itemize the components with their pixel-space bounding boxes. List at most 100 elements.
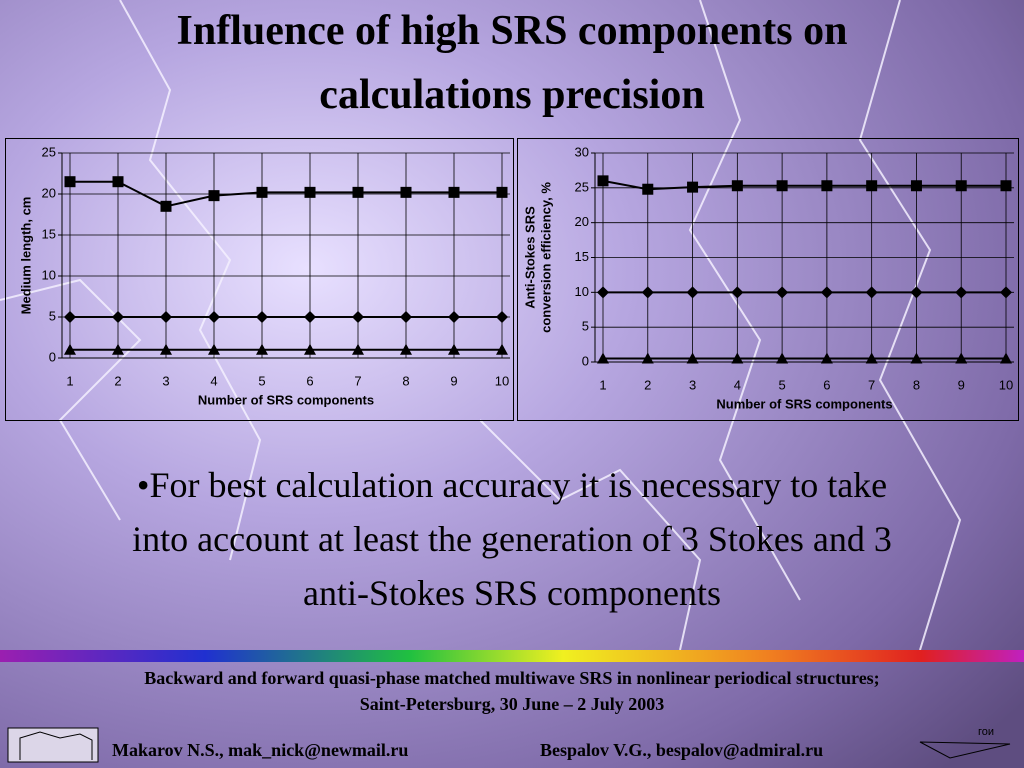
y-tick-label: 10 <box>575 284 589 299</box>
series-line <box>602 179 1006 191</box>
marker <box>910 352 923 364</box>
x-tick-label: 4 <box>210 373 217 388</box>
marker <box>731 180 743 192</box>
marker <box>64 343 76 355</box>
marker <box>112 343 124 355</box>
x-tick-label: 6 <box>823 377 830 392</box>
marker <box>256 186 268 198</box>
author: Makarov N.S., mak_nick@newmail.ru <box>112 740 409 760</box>
marker <box>352 186 364 198</box>
marker <box>820 286 833 299</box>
marker <box>910 180 922 192</box>
marker <box>208 343 220 355</box>
bullet-line: •For best calculation accuracy it is nec… <box>136 465 888 505</box>
marker <box>112 311 124 323</box>
x-tick-label: 5 <box>778 377 785 392</box>
x-tick-label: 4 <box>734 377 741 392</box>
marker <box>64 311 76 323</box>
x-tick-label: 2 <box>114 373 121 388</box>
marker <box>496 186 508 198</box>
bullet-line: into account at least the generation of … <box>132 519 892 559</box>
marker <box>496 343 508 355</box>
y-tick-label: 30 <box>575 144 589 159</box>
y-tick-label: 0 <box>582 353 589 368</box>
marker <box>448 186 460 198</box>
x-tick-label: 8 <box>402 373 409 388</box>
x-tick-label: 3 <box>162 373 169 388</box>
slide-title: Influence of high SRS components on <box>176 8 848 54</box>
marker <box>686 352 699 364</box>
marker <box>910 286 923 299</box>
marker <box>400 343 412 355</box>
marker <box>1000 286 1012 299</box>
marker <box>448 311 460 323</box>
bullet-line: anti-Stokes SRS components <box>302 573 721 613</box>
marker <box>641 286 654 299</box>
marker <box>352 343 364 355</box>
x-tick-label: 7 <box>868 377 875 392</box>
x-tick-label: 2 <box>644 377 651 392</box>
marker <box>64 176 76 188</box>
logo-text: гои <box>978 726 995 738</box>
y-tick-label: 15 <box>575 249 589 264</box>
x-tick-label: 3 <box>689 377 696 392</box>
marker <box>731 286 744 299</box>
marker <box>304 311 316 323</box>
marker <box>820 352 833 364</box>
x-tick-label: 1 <box>599 377 606 392</box>
slide-title: calculations precision <box>319 72 705 118</box>
y-tick-label: 5 <box>49 308 56 323</box>
x-tick-label: 1 <box>66 373 73 388</box>
y-axis-label: Medium length, cm <box>18 197 33 315</box>
y-tick-label: 25 <box>42 144 56 159</box>
marker <box>256 311 268 323</box>
x-tick-label: 10 <box>999 377 1013 392</box>
marker <box>865 286 878 299</box>
marker <box>731 352 744 364</box>
y-tick-label: 20 <box>42 185 56 200</box>
footer-line: Backward and forward quasi-phase matched… <box>144 668 880 688</box>
marker <box>208 311 220 323</box>
marker <box>687 181 699 193</box>
y-axis-label: conversion efficiency, % <box>538 182 553 333</box>
x-tick-label: 8 <box>913 377 920 392</box>
marker <box>208 190 220 202</box>
marker <box>304 343 316 355</box>
marker <box>866 180 878 192</box>
x-tick-label: 7 <box>354 373 361 388</box>
marker <box>496 311 508 323</box>
series-line <box>70 180 502 208</box>
marker <box>304 186 316 198</box>
marker <box>955 180 967 192</box>
marker <box>955 286 968 299</box>
x-axis-label: Number of SRS components <box>716 396 892 411</box>
marker <box>776 180 788 192</box>
marker <box>160 311 172 323</box>
chart: 0 5 10 15 20 25 30 1 2 3 4 5 6 7 8 9 10 Number of SRS com… <box>517 138 1019 421</box>
y-tick-label: 20 <box>575 214 589 229</box>
marker <box>642 183 654 195</box>
y-tick-label: 25 <box>575 179 589 194</box>
marker <box>400 186 412 198</box>
marker <box>955 352 968 364</box>
x-tick-label: 10 <box>495 373 509 388</box>
x-axis-label: Number of SRS components <box>198 392 374 407</box>
marker <box>821 180 833 192</box>
marker <box>160 200 172 212</box>
marker <box>597 352 609 364</box>
y-tick-label: 5 <box>582 319 589 334</box>
x-tick-label: 9 <box>958 377 965 392</box>
chart-frame <box>517 138 1019 421</box>
marker <box>160 343 172 355</box>
marker <box>641 352 654 364</box>
marker <box>1000 352 1012 364</box>
marker <box>112 176 124 188</box>
marker <box>597 175 609 187</box>
marker <box>400 311 412 323</box>
chart-frame <box>5 138 514 421</box>
marker <box>776 352 789 364</box>
chart: 0 5 10 15 20 25 1 2 3 4 5 6 7 8 9 10 Number of SRS compo… <box>5 138 514 421</box>
marker <box>597 286 609 299</box>
